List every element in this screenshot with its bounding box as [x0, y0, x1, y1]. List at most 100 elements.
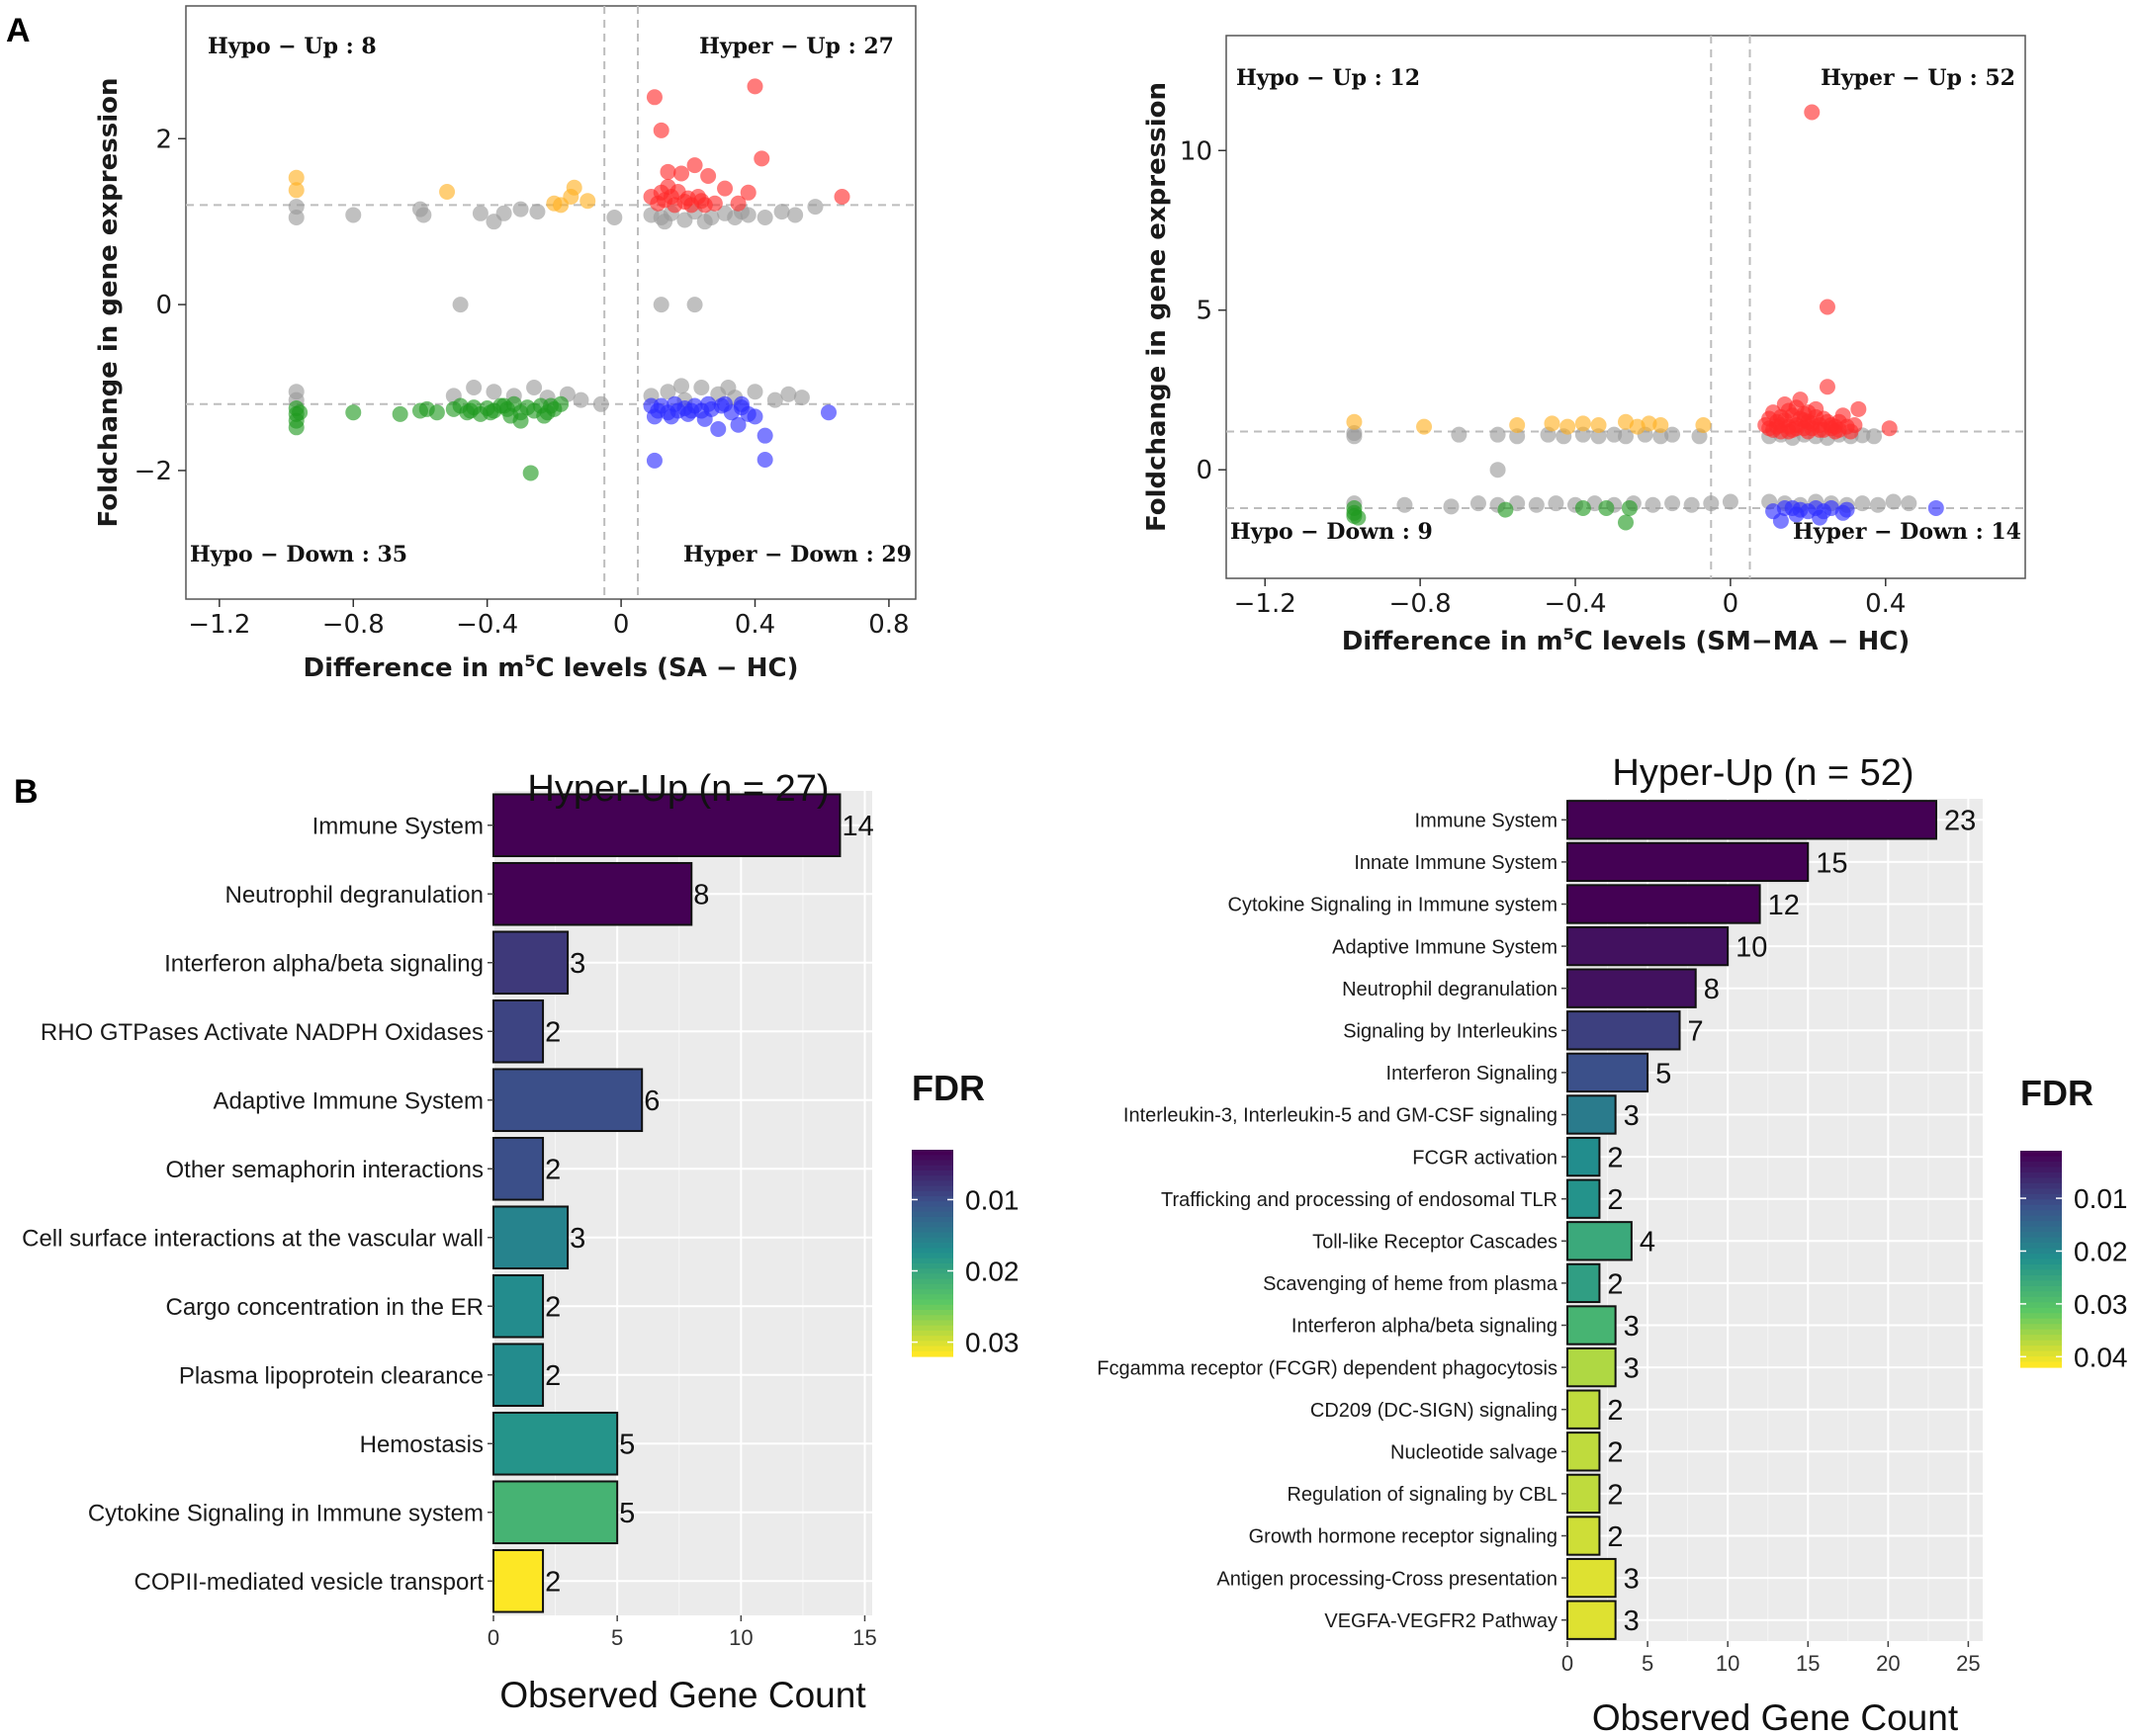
colorbar-segment	[2020, 1167, 2062, 1173]
colorbar-segment	[2020, 1329, 2062, 1336]
bar	[492, 861, 693, 926]
colorbar-segment	[912, 1237, 953, 1244]
category-label: Growth hormone receptor signaling	[1249, 1526, 1558, 1548]
category-label: Cytokine Signaling in Immune system	[88, 1500, 484, 1526]
colorbar-segment	[2020, 1215, 2062, 1222]
colorbar-segment	[912, 1201, 953, 1208]
colorbar-label: 0.01	[965, 1184, 1020, 1215]
point-hypo-down	[462, 402, 479, 419]
point-hypo-up	[1590, 416, 1607, 433]
point-hypo-up	[1346, 413, 1363, 430]
chart-title: Hyper-Up (n = 27)	[527, 768, 829, 810]
panel-label-b: B	[14, 773, 39, 811]
category-label: VEGFA-VEGFR2 Pathway	[1324, 1610, 1558, 1632]
point-hypo-up	[1652, 416, 1669, 433]
colorbar-segment	[912, 1278, 953, 1285]
point-hyper-down	[646, 452, 663, 469]
plot-area	[1225, 35, 2026, 579]
colorbar-segment	[912, 1232, 953, 1239]
bar	[1566, 1389, 1601, 1430]
point-neutral	[288, 209, 305, 225]
y-tick-label: 10	[1180, 136, 1212, 166]
y-tick-label: 5	[1196, 297, 1212, 326]
bar-value-label: 2	[1607, 1143, 1623, 1174]
point-neutral	[1866, 428, 1883, 445]
point-neutral	[1469, 495, 1486, 512]
point-hypo-up	[553, 197, 570, 214]
bar-value-label: 8	[693, 880, 709, 911]
point-hyper-up	[717, 180, 734, 197]
point-hyper-down	[710, 420, 727, 437]
point-hyper-up	[686, 157, 703, 174]
x-tick-label: 0	[1723, 589, 1739, 619]
bar-value-label: 23	[1944, 806, 1976, 837]
bar	[1566, 841, 1810, 883]
point-hyper-up	[683, 197, 700, 214]
colorbar-segment	[2020, 1248, 2062, 1255]
bar	[492, 1136, 545, 1201]
point-neutral	[653, 297, 669, 313]
point-neutral	[1396, 496, 1413, 513]
point-hypo-up	[1509, 416, 1526, 433]
point-hyper-down	[1816, 503, 1832, 520]
colorbar-segment	[2020, 1221, 2062, 1228]
bar-value-label: 2	[545, 1567, 561, 1599]
bar	[492, 1343, 545, 1408]
point-hyper-up	[646, 89, 663, 106]
legend-title: FDR	[912, 1068, 985, 1108]
colorbar-segment	[2020, 1318, 2062, 1325]
y-axis-title: Foldchange in gene expression	[1142, 82, 1172, 532]
point-hyper-down	[730, 416, 747, 433]
colorbar-label: 0.04	[2074, 1342, 2128, 1372]
colorbar-label: 0.03	[2074, 1289, 2128, 1320]
colorbar-segment	[912, 1160, 953, 1167]
x-axis-title: Difference in m5C levels (SM−MA − HC)	[1342, 625, 1911, 656]
point-neutral	[1489, 462, 1506, 478]
colorbar-segment	[2020, 1269, 2062, 1276]
colorbar-segment	[2020, 1254, 2062, 1260]
quadrant-label-hypo-up: Hypo − Up : 12	[1236, 65, 1420, 91]
point-hyper-up	[1804, 104, 1821, 121]
bar-value-label: 3	[570, 948, 585, 980]
x-tick-label: 5	[611, 1625, 623, 1650]
bar	[492, 1480, 619, 1545]
bar-value-label: 3	[1624, 1564, 1640, 1596]
category-label: Immune System	[1415, 811, 1558, 832]
bar	[492, 1273, 545, 1339]
point-neutral	[529, 204, 546, 220]
bar-value-label: 3	[570, 1223, 585, 1255]
point-hyper-down	[1838, 501, 1855, 518]
legend-title: FDR	[2020, 1073, 2093, 1113]
category-label: Scavenging of heme from plasma	[1263, 1273, 1558, 1295]
bar-value-label: 12	[1768, 890, 1800, 921]
bar	[1566, 1262, 1601, 1304]
colorbar-segment	[912, 1170, 953, 1176]
bar-value-label: 6	[644, 1085, 660, 1117]
point-hypo-down	[418, 400, 435, 417]
bar-value-label: 2	[1607, 1184, 1623, 1216]
colorbar-segment	[2020, 1156, 2062, 1163]
x-axis-title: Observed Gene Count	[499, 1675, 866, 1715]
point-neutral	[1869, 496, 1886, 513]
point-neutral	[512, 201, 529, 217]
colorbar-segment	[912, 1253, 953, 1259]
colorbar-segment	[2020, 1335, 2062, 1342]
bar-value-label: 2	[545, 1017, 561, 1049]
point-hyper-up	[673, 165, 690, 182]
bar	[1566, 1305, 1617, 1345]
colorbar-label: 0.01	[2074, 1183, 2128, 1214]
category-label: Plasma lipoprotein clearance	[179, 1362, 484, 1389]
colorbar-segment	[2020, 1296, 2062, 1303]
point-hyper-up	[696, 197, 713, 214]
quadrant-label-hypo-down: Hypo − Down : 9	[1230, 519, 1433, 545]
colorbar-segment	[912, 1248, 953, 1255]
point-neutral	[793, 390, 810, 406]
colorbar-segment	[2020, 1263, 2062, 1271]
bar	[492, 1068, 644, 1133]
point-hyper-up	[1757, 416, 1774, 433]
colorbar-label: 0.02	[2074, 1236, 2128, 1266]
point-hypo-up	[1574, 415, 1591, 432]
x-tick-label: −0.4	[456, 610, 518, 640]
bar-value-label: 2	[1607, 1437, 1623, 1469]
point-hyper-up	[653, 122, 669, 138]
